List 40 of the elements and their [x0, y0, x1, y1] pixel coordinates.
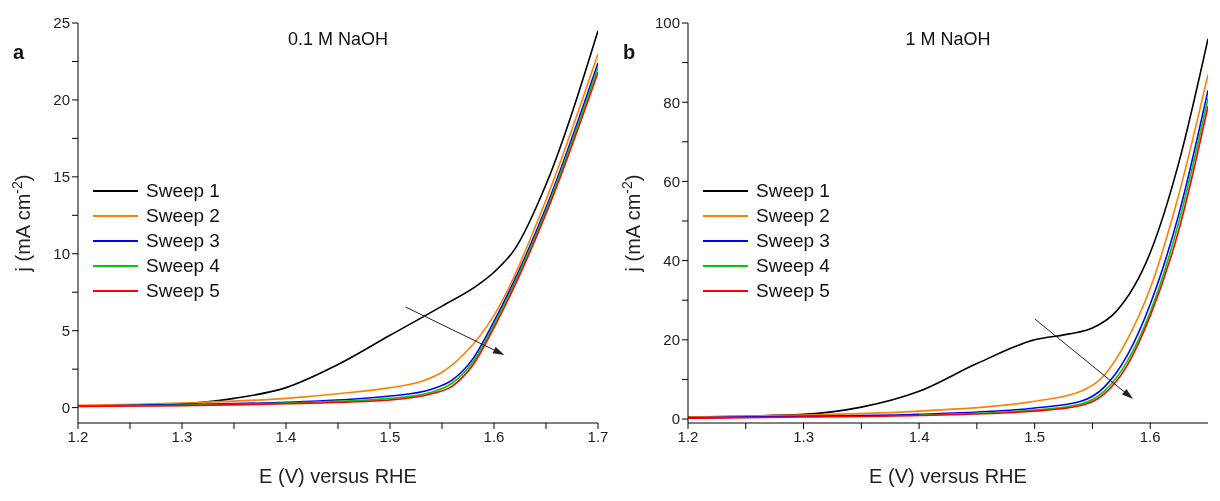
x-tick-label: 1.3 [793, 427, 814, 445]
legend-label: Sweep 4 [146, 254, 220, 278]
y-tick-label: 20 [53, 91, 70, 109]
chart-title: 1 M NaOH [904, 29, 992, 50]
x-axis-title: E (V) versus RHE [869, 465, 1027, 487]
legend-label: Sweep 2 [146, 204, 220, 228]
legend-label: Sweep 1 [146, 179, 220, 203]
chart-title: 0.1 M NaOH [287, 29, 389, 50]
legend-label: Sweep 1 [756, 179, 830, 203]
legend-label: Sweep 3 [146, 229, 220, 253]
text: a [13, 41, 25, 64]
legend-label: Sweep 5 [756, 279, 830, 303]
y-tick-label: 0 [671, 410, 680, 428]
x-tick-label: 1.3 [171, 427, 193, 445]
y-tick-label: 20 [663, 331, 680, 349]
x-tick-label: 1.7 [587, 427, 609, 445]
y-tick-label: 80 [663, 93, 680, 111]
text: b [623, 41, 636, 64]
x-tick-label: 1.5 [1024, 427, 1046, 445]
x-axis-title: E (V) versus RHE [259, 465, 417, 487]
x-tick-label: 1.2 [677, 427, 699, 445]
y-tick-label: 40 [663, 251, 680, 269]
legend-label: Sweep 5 [146, 279, 220, 303]
x-tick-label: 1.4 [908, 427, 930, 445]
x-tick-label: 1.6 [483, 427, 505, 445]
y-tick-label: 0 [61, 398, 70, 416]
y-tick-label: 25 [53, 14, 70, 32]
x-tick-label: 1.2 [67, 427, 89, 445]
y-tick-label: 5 [61, 322, 70, 340]
y-tick-label: 60 [663, 172, 680, 190]
y-tick-label: 15 [53, 168, 70, 186]
line-series [918, 97, 1208, 416]
legend-label: Sweep 2 [756, 204, 830, 228]
y-tick-label: 10 [53, 245, 70, 263]
x-tick-label: 1.5 [379, 427, 401, 445]
x-tick-label: 1.6 [1139, 427, 1161, 445]
legend-label: Sweep 4 [756, 254, 830, 278]
y-tick-label: 100 [654, 14, 680, 32]
x-tick-label: 1.4 [275, 427, 297, 445]
legend-label: Sweep 3 [756, 229, 830, 253]
